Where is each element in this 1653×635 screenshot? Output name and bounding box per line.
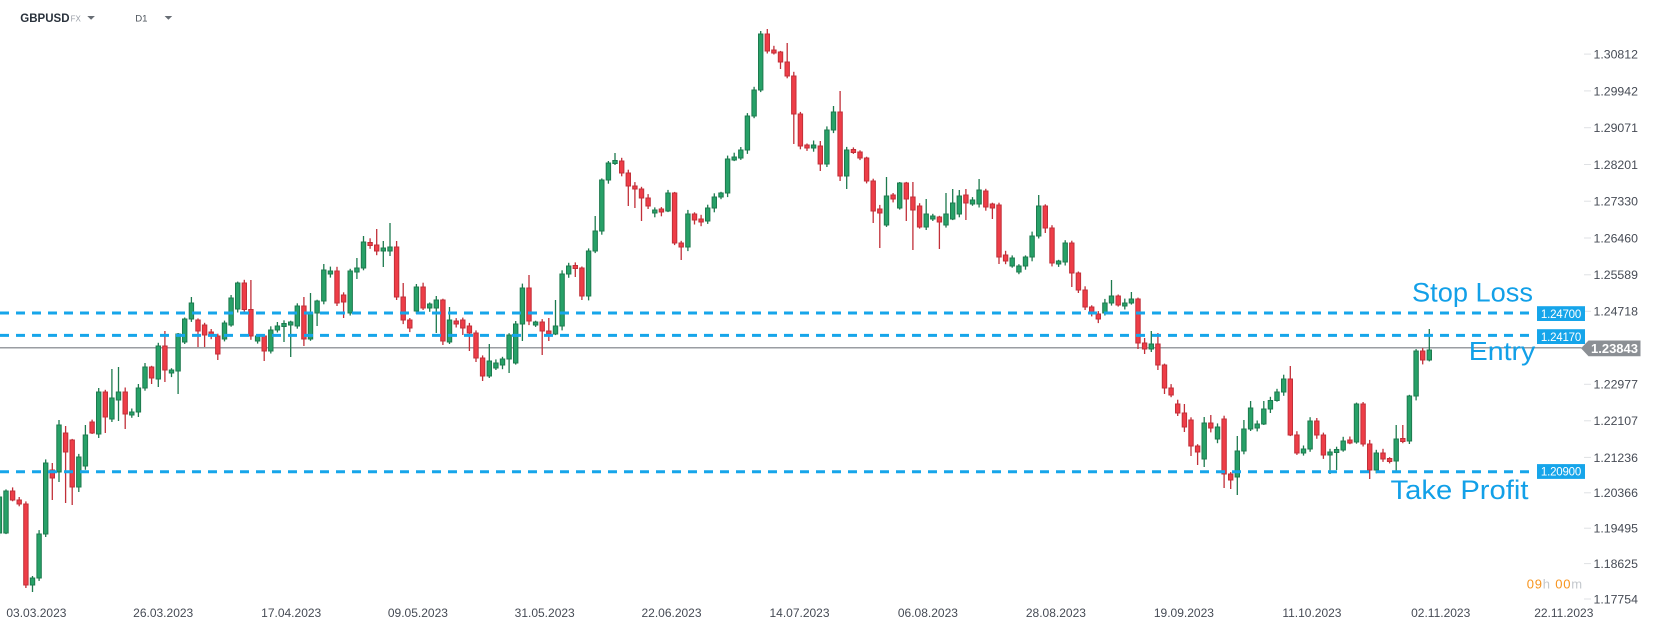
- svg-text:26.03.2023: 26.03.2023: [133, 606, 193, 620]
- svg-text:1.23843: 1.23843: [1591, 341, 1638, 356]
- svg-text:06.08.2023: 06.08.2023: [898, 606, 958, 620]
- svg-text:Stop Loss: Stop Loss: [1412, 277, 1533, 307]
- svg-text:1.18625: 1.18625: [1594, 557, 1639, 571]
- svg-text:1.25589: 1.25589: [1594, 268, 1639, 282]
- svg-text:1.22107: 1.22107: [1594, 414, 1639, 428]
- svg-text:1.29942: 1.29942: [1594, 84, 1639, 98]
- svg-text:31.05.2023: 31.05.2023: [515, 606, 575, 620]
- svg-text:02.11.2023: 02.11.2023: [1411, 606, 1470, 620]
- svg-text:1.28201: 1.28201: [1594, 158, 1639, 172]
- svg-text:17.04.2023: 17.04.2023: [261, 606, 321, 620]
- svg-text:1.19495: 1.19495: [1594, 522, 1639, 536]
- svg-text:D1: D1: [135, 14, 147, 25]
- svg-text:1.26460: 1.26460: [1594, 231, 1639, 245]
- svg-text:1.24170: 1.24170: [1541, 332, 1581, 344]
- svg-text:1.20366: 1.20366: [1594, 486, 1639, 500]
- svg-text:22.06.2023: 22.06.2023: [641, 606, 701, 620]
- svg-text:1.27330: 1.27330: [1594, 195, 1639, 209]
- svg-text:09.05.2023: 09.05.2023: [388, 606, 448, 620]
- svg-text:28.08.2023: 28.08.2023: [1026, 606, 1086, 620]
- svg-text:1.29071: 1.29071: [1594, 121, 1639, 135]
- svg-text:Entry: Entry: [1469, 336, 1536, 366]
- svg-text:22.11.2023: 22.11.2023: [1534, 606, 1593, 620]
- svg-text:1.21236: 1.21236: [1594, 451, 1639, 465]
- svg-text:1.20900: 1.20900: [1541, 467, 1581, 479]
- svg-text:1.17754: 1.17754: [1594, 592, 1639, 606]
- svg-text:09h 00m: 09h 00m: [1527, 577, 1583, 592]
- svg-text:19.09.2023: 19.09.2023: [1154, 606, 1214, 620]
- svg-text:GBPUSD: GBPUSD: [20, 13, 69, 25]
- svg-text:Take Profit: Take Profit: [1391, 475, 1530, 505]
- svg-text:03.03.2023: 03.03.2023: [6, 606, 66, 620]
- svg-text:11.10.2023: 11.10.2023: [1282, 606, 1341, 620]
- svg-text:1.24700: 1.24700: [1541, 309, 1581, 321]
- svg-text:1.30812: 1.30812: [1594, 48, 1639, 62]
- svg-text:FX: FX: [71, 14, 82, 23]
- svg-text:14.07.2023: 14.07.2023: [769, 606, 829, 620]
- svg-text:1.22977: 1.22977: [1594, 378, 1639, 392]
- svg-text:1.24718: 1.24718: [1594, 305, 1639, 319]
